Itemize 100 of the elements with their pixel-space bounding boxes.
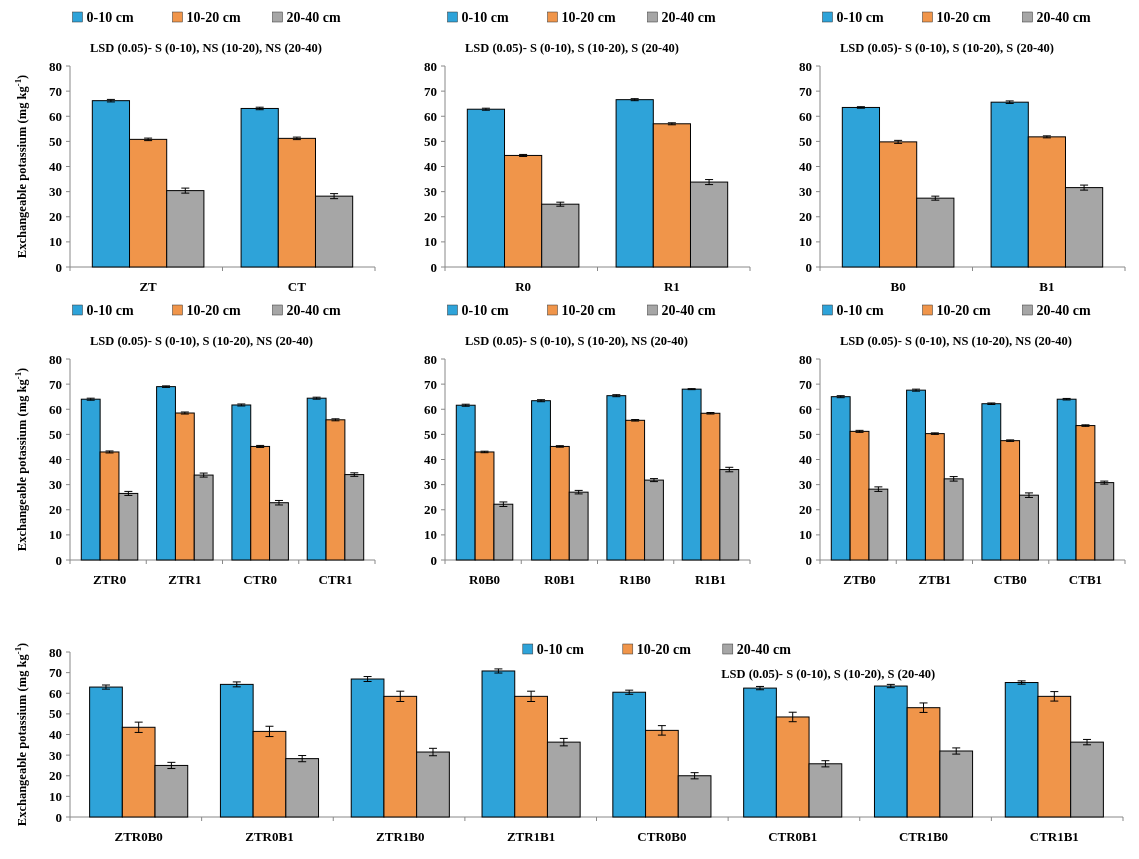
x-tick-label: ZTR0 (92, 572, 127, 587)
legend-label: 20-40 cm (736, 642, 792, 657)
y-tick-label: 70 (424, 83, 437, 99)
x-tick-label: CTR1B1 (1029, 829, 1079, 844)
y-tick-label: 10 (424, 234, 437, 250)
x-tick-label: R0B1 (544, 572, 576, 587)
y-tick-label: 50 (424, 133, 437, 149)
x-tick-label: ZTB1 (918, 572, 952, 587)
x-tick-label: ZT (139, 279, 158, 294)
legend-label: 10-20 cm (186, 303, 241, 318)
legend-label: 0-10 cm (86, 10, 134, 25)
y-tick-label: 30 (424, 477, 437, 493)
legend-label: 0-10 cm (536, 642, 585, 657)
y-tick-label: 40 (799, 452, 812, 468)
y-tick-label: 30 (424, 184, 437, 200)
y-tick-label: 40 (799, 159, 812, 175)
x-tick-label: CTR0B1 (768, 829, 818, 844)
y-tick-label: 0 (805, 552, 812, 568)
x-tick-label: ZTR0B1 (245, 829, 294, 844)
y-tick-label: 60 (49, 685, 62, 701)
y-tick-label: 20 (49, 209, 62, 225)
y-tick-label: 20 (799, 502, 812, 518)
x-tick-label: ZTB0 (843, 572, 876, 587)
x-tick-label: ZTR1B1 (506, 829, 556, 844)
legend-label: 20-40 cm (286, 10, 341, 25)
y-tick-label: 20 (49, 768, 62, 784)
y-tick-label: 30 (799, 184, 812, 200)
x-tick-label: R0 (515, 279, 532, 294)
y-tick-label: 80 (49, 644, 62, 660)
y-tick-label: 50 (49, 133, 62, 149)
y-tick-label: 50 (799, 133, 812, 149)
y-tick-label: 10 (424, 527, 437, 543)
y-tick-label: 70 (799, 376, 812, 392)
legend-label: 10-20 cm (936, 303, 991, 318)
x-tick-label: R0B0 (469, 572, 501, 587)
legend-label: 10-20 cm (561, 303, 616, 318)
y-tick-label: 70 (49, 376, 62, 392)
y-tick-label: 10 (49, 527, 62, 543)
y-tick-label: 80 (424, 58, 437, 74)
y-tick-label: 0 (805, 259, 812, 275)
legend-label: 10-20 cm (186, 10, 241, 25)
legend-label: 20-40 cm (661, 10, 716, 25)
x-tick-label: B1 (1039, 279, 1055, 294)
y-tick-label: 60 (424, 401, 437, 417)
legend-label: 10-20 cm (636, 642, 692, 657)
legend-label: 0-10 cm (461, 303, 509, 318)
y-tick-label: 40 (49, 727, 62, 743)
y-tick-label: 0 (55, 809, 62, 825)
x-tick-label: B0 (890, 279, 906, 294)
y-tick-label: 50 (424, 426, 437, 442)
x-tick-label: ZTR1B0 (376, 829, 425, 844)
y-tick-label: 60 (424, 108, 437, 124)
y-tick-label: 40 (424, 452, 437, 468)
y-tick-label: 20 (799, 209, 812, 225)
annotation: LSD (0.05)- S (0-10), S (10-20), S (20-40) (721, 667, 936, 681)
y-tick-label: 60 (799, 401, 812, 417)
x-tick-label: CTB1 (1068, 572, 1103, 587)
y-tick-label: 10 (799, 234, 812, 250)
text: LSD (0.05)- S (0-10), S (10-20), S (20-40) (465, 41, 679, 55)
legend-label: 10-20 cm (936, 10, 991, 25)
y-tick-label: 70 (424, 376, 437, 392)
x-tick-label: CTB0 (993, 572, 1027, 587)
y-tick-label: 20 (49, 502, 62, 518)
text: LSD (0.05)- S (0-10), S (10-20), NS (20-40) (90, 334, 313, 348)
y-tick-label: 80 (424, 351, 437, 367)
x-tick-label: ZTR1 (168, 572, 202, 587)
y-tick-label: 10 (799, 527, 812, 543)
x-tick-label: CTR1 (318, 572, 353, 587)
y-tick-label: 0 (55, 552, 62, 568)
text: LSD (0.05)- S (0-10), S (10-20), S (20-40) (840, 41, 1054, 55)
y-tick-label: 0 (430, 259, 437, 275)
y-tick-label: 80 (49, 58, 62, 74)
legend-label: 0-10 cm (461, 10, 509, 25)
x-tick-label: CTR0 (243, 572, 278, 587)
legend-label: 10-20 cm (561, 10, 616, 25)
legend-label: 20-40 cm (661, 303, 716, 318)
legend-label: 0-10 cm (836, 303, 884, 318)
y-tick-label: 30 (799, 477, 812, 493)
y-tick-label: 60 (49, 401, 62, 417)
x-tick-label: R1B1 (694, 572, 726, 587)
text: LSD (0.05)- S (0-10), S (10-20), NS (20-40) (465, 334, 688, 348)
x-tick-label: ZTR0B0 (114, 829, 163, 844)
legend-label: 0-10 cm (836, 10, 884, 25)
x-tick-label: R1 (663, 279, 680, 294)
y-tick-label: 60 (799, 108, 812, 124)
x-tick-label: CTR1B0 (898, 829, 949, 844)
legend-label: 20-40 cm (286, 303, 341, 318)
y-tick-label: 50 (49, 426, 62, 442)
legend-label: 0-10 cm (86, 303, 134, 318)
y-tick-label: 70 (49, 665, 62, 681)
x-tick-label: CTR0B0 (637, 829, 687, 844)
y-tick-label: 10 (49, 788, 62, 804)
text: LSD (0.05)- S (0-10), NS (10-20), NS (20-40) (840, 334, 1072, 348)
y-tick-label: 50 (799, 426, 812, 442)
legend-label: 20-40 cm (1036, 10, 1091, 25)
y-tick-label: 0 (55, 259, 62, 275)
y-tick-label: 80 (49, 351, 62, 367)
x-tick-label: R1B0 (619, 572, 651, 587)
y-tick-label: 40 (424, 159, 437, 175)
y-tick-label: 20 (424, 209, 437, 225)
